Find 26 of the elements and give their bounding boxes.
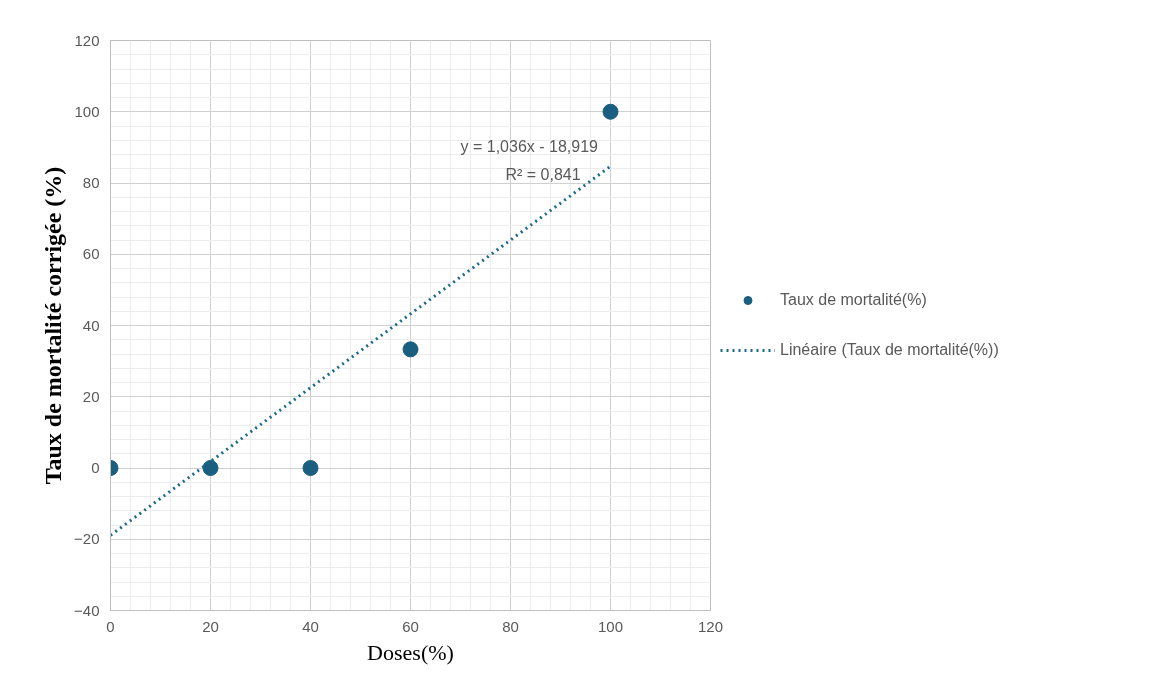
x-tick-label: 80 — [502, 617, 519, 635]
y-tick-label: 80 — [82, 174, 100, 191]
y-tick-label: 60 — [82, 245, 100, 263]
x-tick-label: 60 — [402, 617, 419, 635]
point — [602, 103, 619, 120]
x-tick-label: 20 — [202, 617, 219, 635]
legend-label: Linéaire (Taux de mortalité(%)) — [780, 341, 1000, 359]
x-axis-title: Doses(%) — [367, 639, 454, 665]
y-tick-label: 0 — [91, 459, 100, 476]
x-tick-label: 40 — [302, 617, 319, 635]
y-tick-label: 100 — [74, 102, 100, 120]
legend-label: Taux de mortalité(%) — [780, 291, 928, 309]
annotation: y = 1,036x - 18,919 — [460, 137, 599, 155]
y-axis-title: Taux de mortalité corrigée (%) — [40, 166, 67, 485]
point — [402, 341, 419, 358]
y-tick-label: 40 — [82, 316, 100, 334]
x-tick-label: 100 — [597, 617, 624, 635]
point — [202, 460, 219, 476]
point — [302, 460, 319, 476]
x-tick-label: 0 — [106, 617, 115, 635]
y-tick-label: 20 — [82, 387, 100, 405]
y-tick-label: −40 — [74, 601, 100, 619]
annotation: R² = 0,841 — [505, 166, 581, 183]
y-tick-label: 120 — [74, 31, 100, 49]
x-tick-label: 120 — [697, 617, 724, 635]
y-tick-label: −20 — [74, 530, 100, 548]
